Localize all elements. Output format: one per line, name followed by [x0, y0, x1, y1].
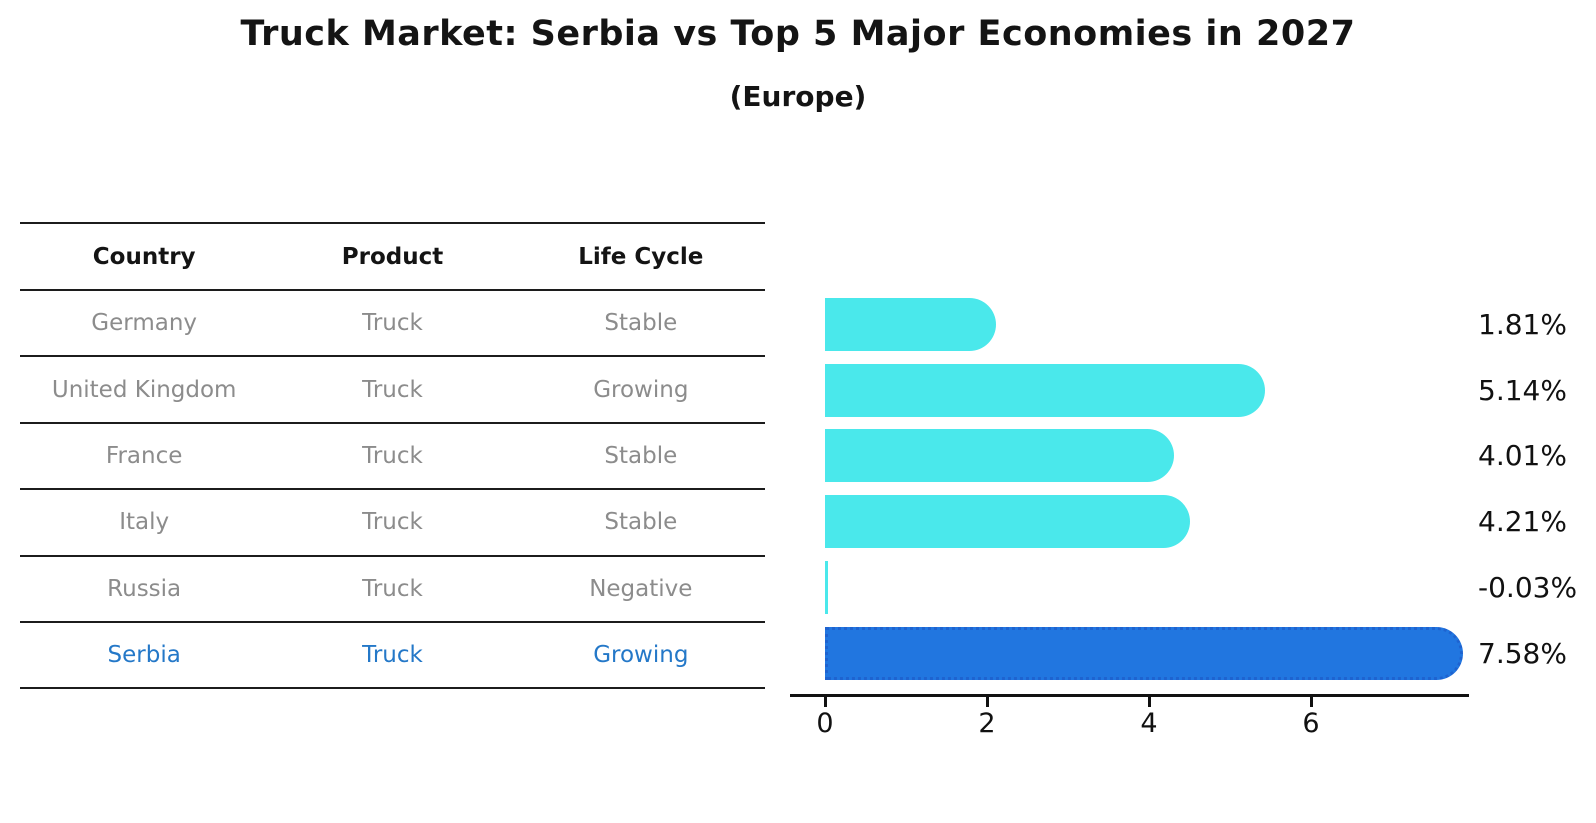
bar-russia: [825, 560, 828, 614]
chart-subtitle: (Europe): [729, 80, 867, 113]
table-row-germany: Germany Truck Stable: [20, 289, 765, 355]
chart-title: Truck Market: Serbia vs Top 5 Major Econ…: [240, 14, 1356, 54]
x-axis-line: [790, 694, 1469, 697]
table-cell: Truck: [362, 310, 423, 337]
table-cell: Growing: [593, 376, 689, 403]
bar-france: [825, 429, 1174, 483]
table-row-russia: Russia Truck Negative: [20, 554, 765, 621]
bar-italy: [825, 495, 1190, 549]
x-axis-tick-0: [823, 697, 827, 707]
table-row-serbia: Serbia Truck Growing: [20, 620, 765, 687]
table-cell: Germany: [91, 310, 198, 337]
x-axis-tick-6: [1309, 697, 1313, 707]
table-header-row: Country Product Life Cycle: [20, 222, 765, 289]
table-cell: Stable: [604, 442, 678, 469]
bar-serbia: [825, 626, 1463, 680]
x-axis-tick-label-4: 4: [1140, 708, 1158, 739]
table-cell: Russia: [107, 575, 182, 602]
value-label-france: 4.01%: [1478, 439, 1567, 473]
table-cell: Italy: [119, 509, 170, 536]
table-cell: Stable: [604, 310, 678, 337]
value-label-italy: 4.21%: [1478, 505, 1567, 539]
table-cell: Negative: [589, 575, 693, 602]
table-row-italy: Italy Truck Stable: [20, 488, 765, 554]
table-row-united-kingdom: United Kingdom Truck Growing: [20, 355, 765, 421]
value-label-germany: 1.81%: [1478, 308, 1567, 341]
table-row-france: France Truck Stable: [20, 421, 765, 488]
x-axis-tick-label-0: 0: [816, 708, 834, 739]
country-table: Country Product Life Cycle Germany Truck Stab…: [20, 222, 765, 690]
x-axis-tick-label-2: 2: [978, 708, 996, 739]
table-cell: Stable: [604, 509, 678, 536]
bar-germany: [825, 298, 996, 351]
table-cell: Truck: [362, 509, 423, 536]
table-cell: Truck: [362, 376, 423, 403]
table-cell: Truck: [362, 642, 423, 669]
table-cell: Growing: [593, 642, 689, 669]
bar-united-kingdom: [825, 363, 1266, 417]
table-header-cell: Life Cycle: [578, 243, 704, 270]
table-cell: Truck: [362, 442, 423, 469]
table-header-cell: Country: [92, 243, 196, 270]
table-cell: United Kingdom: [51, 376, 237, 403]
table-cell: France: [105, 442, 183, 469]
value-label-russia: -0.03%: [1478, 570, 1578, 604]
value-label-serbia: 7.58%: [1478, 636, 1567, 670]
x-axis-tick-label-6: 6: [1302, 708, 1320, 739]
table-cell: Serbia: [107, 642, 181, 669]
x-axis-tick-4: [1147, 697, 1151, 707]
x-axis-tick-2: [985, 697, 989, 707]
value-label-united-kingdom: 5.14%: [1478, 373, 1567, 407]
table-cell: Truck: [362, 575, 423, 602]
table-header-cell: Product: [341, 243, 444, 270]
